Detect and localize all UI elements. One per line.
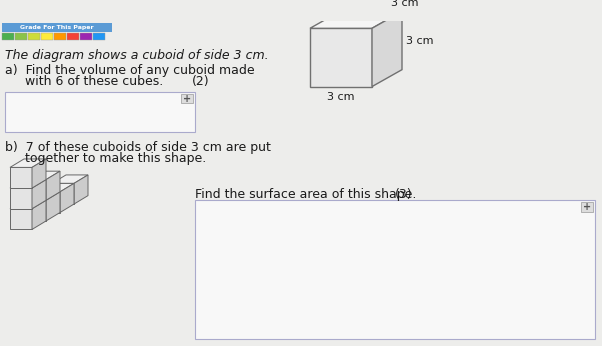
FancyBboxPatch shape bbox=[28, 33, 40, 39]
Polygon shape bbox=[46, 192, 60, 221]
Polygon shape bbox=[24, 192, 60, 200]
FancyBboxPatch shape bbox=[93, 33, 105, 39]
Polygon shape bbox=[52, 183, 74, 204]
FancyBboxPatch shape bbox=[2, 33, 14, 39]
Text: +: + bbox=[583, 202, 591, 212]
FancyBboxPatch shape bbox=[80, 33, 92, 39]
Text: (3): (3) bbox=[395, 188, 412, 201]
Text: +: + bbox=[183, 94, 191, 104]
Polygon shape bbox=[10, 180, 46, 188]
Polygon shape bbox=[24, 180, 46, 200]
FancyBboxPatch shape bbox=[2, 22, 112, 32]
Text: 3 cm: 3 cm bbox=[406, 36, 433, 46]
FancyBboxPatch shape bbox=[15, 33, 27, 39]
Polygon shape bbox=[32, 159, 46, 188]
Polygon shape bbox=[10, 167, 32, 188]
Text: a)  Find the volume of any cuboid made: a) Find the volume of any cuboid made bbox=[5, 64, 255, 77]
FancyBboxPatch shape bbox=[67, 33, 79, 39]
Text: together to make this shape.: together to make this shape. bbox=[5, 152, 206, 165]
FancyBboxPatch shape bbox=[181, 94, 193, 103]
FancyBboxPatch shape bbox=[5, 92, 195, 132]
Polygon shape bbox=[32, 180, 46, 209]
Text: 3 cm: 3 cm bbox=[327, 92, 355, 102]
Polygon shape bbox=[10, 200, 46, 209]
Polygon shape bbox=[372, 11, 402, 86]
Polygon shape bbox=[24, 171, 60, 180]
Polygon shape bbox=[74, 175, 88, 204]
Polygon shape bbox=[52, 175, 88, 183]
Polygon shape bbox=[38, 183, 74, 192]
Polygon shape bbox=[32, 200, 46, 229]
Polygon shape bbox=[60, 183, 74, 212]
Polygon shape bbox=[310, 28, 372, 86]
Text: 3 cm: 3 cm bbox=[391, 0, 418, 8]
Polygon shape bbox=[10, 209, 32, 229]
Polygon shape bbox=[46, 171, 60, 200]
Polygon shape bbox=[10, 159, 46, 167]
Polygon shape bbox=[24, 200, 46, 221]
FancyBboxPatch shape bbox=[195, 200, 595, 339]
Text: (2): (2) bbox=[192, 75, 209, 88]
Text: Grade For This Paper: Grade For This Paper bbox=[20, 25, 94, 30]
Polygon shape bbox=[10, 188, 32, 209]
Polygon shape bbox=[38, 192, 60, 212]
Polygon shape bbox=[310, 11, 402, 28]
FancyBboxPatch shape bbox=[54, 33, 66, 39]
Text: b)  7 of these cuboids of side 3 cm are put: b) 7 of these cuboids of side 3 cm are p… bbox=[5, 141, 271, 154]
FancyBboxPatch shape bbox=[581, 202, 593, 212]
Text: The diagram shows a cuboid of side 3 cm.: The diagram shows a cuboid of side 3 cm. bbox=[5, 49, 268, 62]
Text: Find the surface area of this shape.: Find the surface area of this shape. bbox=[195, 188, 417, 201]
FancyBboxPatch shape bbox=[41, 33, 53, 39]
Text: with 6 of these cubes.: with 6 of these cubes. bbox=[5, 75, 163, 88]
